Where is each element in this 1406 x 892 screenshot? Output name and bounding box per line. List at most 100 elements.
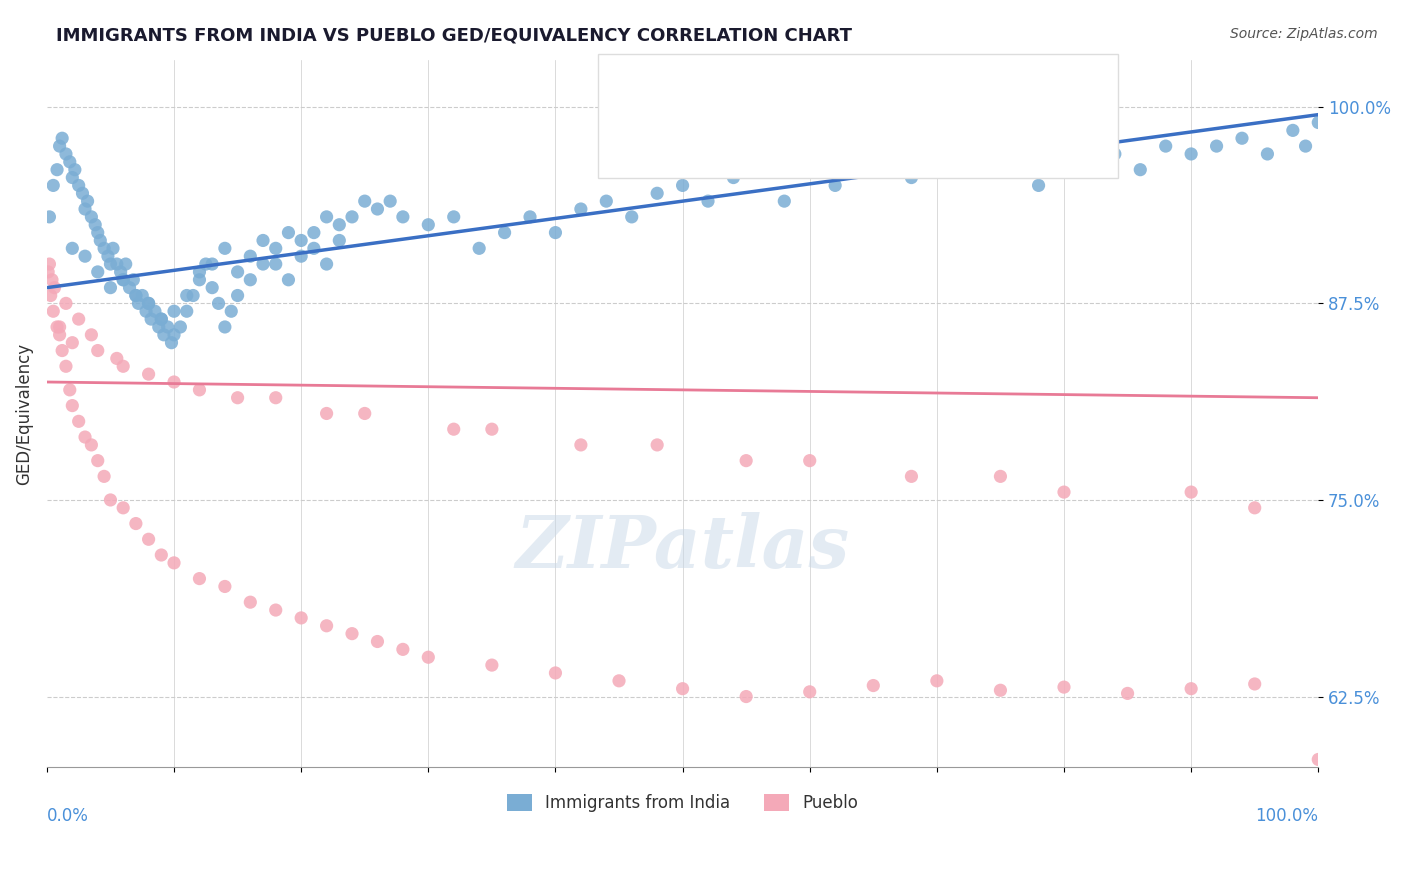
Point bbox=[100, 280, 122, 294]
Point bbox=[799, 453, 821, 467]
Point bbox=[59, 154, 82, 169]
Point bbox=[1256, 147, 1278, 161]
Point bbox=[138, 296, 160, 310]
Point bbox=[176, 288, 198, 302]
Point bbox=[544, 226, 567, 240]
Point bbox=[135, 304, 157, 318]
Point bbox=[925, 154, 948, 169]
Point bbox=[226, 288, 249, 302]
Point bbox=[1129, 162, 1152, 177]
Point bbox=[76, 194, 98, 208]
Point bbox=[353, 407, 375, 421]
Point bbox=[48, 320, 70, 334]
Point bbox=[139, 312, 162, 326]
Point bbox=[169, 320, 191, 334]
Point bbox=[112, 273, 135, 287]
Point bbox=[55, 147, 77, 161]
Point bbox=[1104, 147, 1126, 161]
Point bbox=[607, 673, 630, 688]
Point bbox=[127, 296, 149, 310]
Point bbox=[1230, 131, 1253, 145]
Point bbox=[925, 673, 948, 688]
Point bbox=[1180, 485, 1202, 500]
Point bbox=[46, 320, 69, 334]
Point bbox=[188, 265, 211, 279]
Point bbox=[181, 288, 204, 302]
Point bbox=[595, 194, 617, 208]
Point bbox=[315, 407, 337, 421]
Point bbox=[87, 265, 110, 279]
Point bbox=[163, 556, 186, 570]
Point bbox=[990, 683, 1012, 698]
Point bbox=[153, 327, 176, 342]
Point bbox=[163, 327, 186, 342]
Point bbox=[125, 288, 148, 302]
Point bbox=[418, 650, 440, 665]
Point bbox=[277, 226, 299, 240]
Point bbox=[73, 249, 96, 263]
Point bbox=[799, 685, 821, 699]
Point bbox=[55, 359, 77, 374]
Point bbox=[214, 241, 236, 255]
Point bbox=[87, 343, 110, 358]
Point bbox=[138, 367, 160, 381]
Point bbox=[340, 626, 363, 640]
Point bbox=[112, 359, 135, 374]
Point bbox=[366, 634, 388, 648]
Point bbox=[125, 288, 148, 302]
Point bbox=[89, 234, 111, 248]
Point bbox=[900, 469, 922, 483]
Point bbox=[1053, 680, 1076, 694]
Point bbox=[252, 257, 274, 271]
Point bbox=[799, 154, 821, 169]
Point bbox=[42, 178, 65, 193]
Point bbox=[849, 147, 872, 161]
Point bbox=[48, 327, 70, 342]
Point bbox=[900, 170, 922, 185]
Point bbox=[1295, 139, 1317, 153]
Point bbox=[148, 320, 170, 334]
Point bbox=[1078, 131, 1101, 145]
Point bbox=[150, 548, 173, 562]
Point bbox=[239, 595, 262, 609]
Point bbox=[481, 658, 503, 673]
Text: ZIPatlas: ZIPatlas bbox=[516, 512, 849, 582]
Point bbox=[1053, 139, 1076, 153]
Point bbox=[41, 273, 63, 287]
Point bbox=[160, 335, 183, 350]
Point bbox=[38, 210, 60, 224]
Point bbox=[48, 139, 70, 153]
Point bbox=[201, 280, 224, 294]
Point bbox=[105, 257, 128, 271]
Point bbox=[315, 210, 337, 224]
Point bbox=[226, 391, 249, 405]
Point bbox=[544, 665, 567, 680]
Point bbox=[735, 690, 758, 704]
Point bbox=[156, 320, 179, 334]
Point bbox=[122, 273, 145, 287]
Point bbox=[1282, 123, 1305, 137]
Point bbox=[214, 579, 236, 593]
Point bbox=[443, 210, 465, 224]
Point bbox=[569, 438, 592, 452]
Point bbox=[207, 296, 229, 310]
Point bbox=[990, 469, 1012, 483]
Point bbox=[378, 194, 401, 208]
Text: 100.0%: 100.0% bbox=[1256, 806, 1319, 824]
Point bbox=[100, 492, 122, 507]
Point bbox=[443, 422, 465, 436]
Point bbox=[290, 611, 312, 625]
Point bbox=[252, 234, 274, 248]
Point bbox=[93, 469, 115, 483]
Point bbox=[44, 280, 66, 294]
Point bbox=[38, 257, 60, 271]
Point bbox=[125, 516, 148, 531]
Point bbox=[468, 241, 491, 255]
Point bbox=[1180, 147, 1202, 161]
Point bbox=[60, 241, 83, 255]
Point bbox=[105, 351, 128, 366]
Point bbox=[150, 312, 173, 326]
Point bbox=[114, 257, 136, 271]
Point bbox=[194, 257, 217, 271]
Point bbox=[87, 226, 110, 240]
